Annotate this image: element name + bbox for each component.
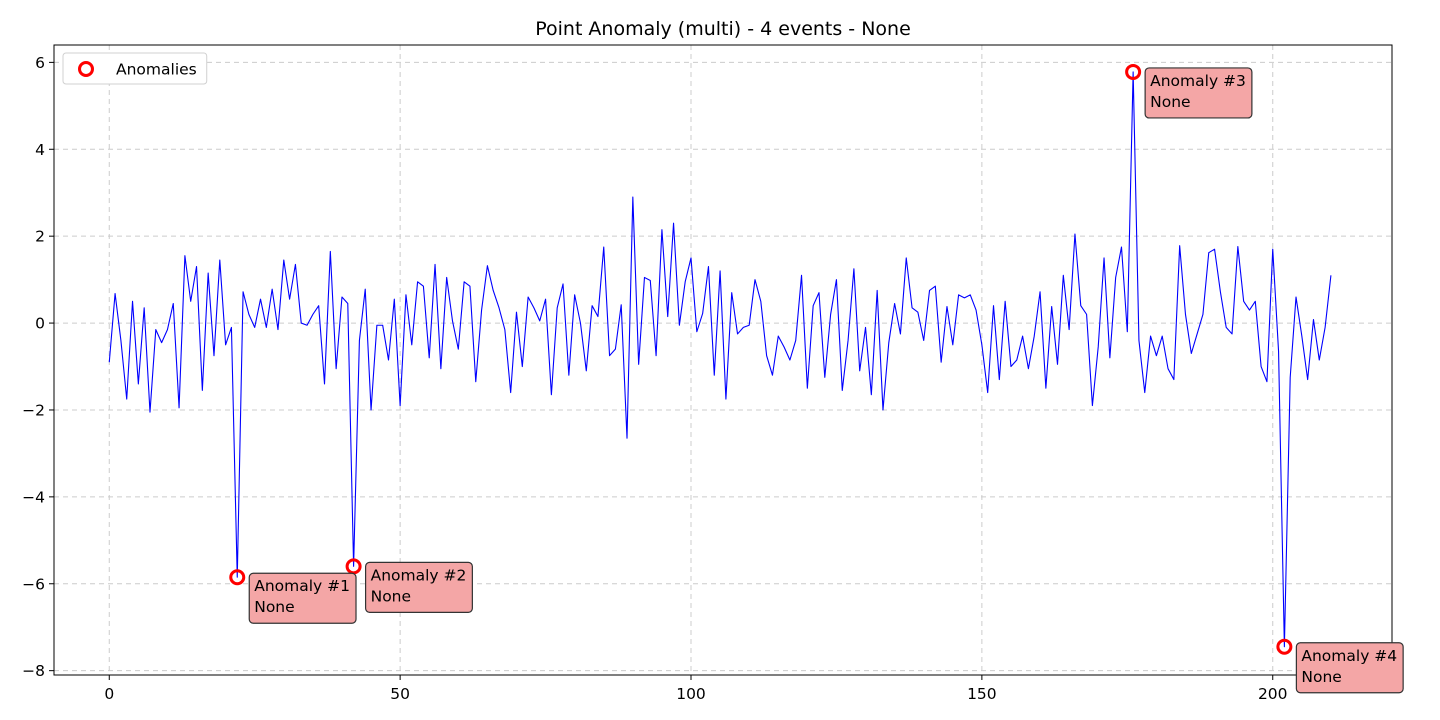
annotation-label: Anomaly #2 [371, 566, 467, 584]
axes: 0 50 100 150 200 −8 −6 −4 −2 0 2 4 6 [22, 44, 1393, 703]
anomaly-marker [1276, 638, 1293, 655]
legend: Anomalies [62, 52, 208, 85]
annotation-box [1295, 642, 1404, 694]
annotation-detail: None [371, 587, 411, 605]
annotation-box [248, 572, 357, 624]
y-tick-label: 0 [35, 315, 45, 333]
plot-frame [53, 44, 1393, 676]
anomaly-marker [1125, 63, 1142, 80]
legend-label: Anomalies [116, 61, 197, 79]
legend-marker [78, 61, 94, 77]
y-tick-label: 6 [35, 54, 45, 72]
anomalies-group [229, 63, 1293, 655]
series-group [108, 71, 1332, 648]
y-tick-label: 2 [35, 228, 45, 246]
anomaly-annotation: Anomaly #4 None [1295, 642, 1404, 694]
x-tick-label: 150 [967, 685, 997, 703]
anomaly-annotation: Anomaly #1 None [248, 572, 357, 624]
chart-title: Point Anomaly (multi) - 4 events - None [535, 18, 911, 40]
annotation-detail: None [1150, 93, 1190, 111]
y-tick-label: −6 [22, 575, 45, 593]
x-tick-label: 100 [676, 685, 706, 703]
anomaly-annotation: Anomaly #2 None [364, 561, 473, 613]
annotation-detail: None [1301, 668, 1341, 686]
anomaly-marker [229, 569, 246, 586]
series-line [108, 71, 1332, 648]
y-tick-label: 4 [35, 141, 45, 159]
x-tick-label: 50 [390, 685, 410, 703]
annotation-box [364, 561, 473, 613]
legend-box [62, 52, 208, 85]
y-tick-label: −8 [22, 662, 45, 680]
annotations-group: Anomaly #1 None Anomaly #2 None Anomaly #3 No… [248, 67, 1404, 694]
annotation-detail: None [254, 598, 294, 616]
annotation-box [1144, 67, 1253, 119]
x-tick-label: 0 [104, 685, 114, 703]
annotation-label: Anomaly #1 [254, 577, 350, 595]
y-tick-label: −4 [22, 488, 45, 506]
x-tick-label: 200 [1258, 685, 1288, 703]
annotation-label: Anomaly #3 [1150, 72, 1246, 90]
annotation-label: Anomaly #4 [1301, 647, 1397, 665]
anomaly-annotation: Anomaly #3 None [1144, 67, 1253, 119]
y-tick-label: −2 [22, 401, 45, 419]
anomaly-marker [345, 558, 362, 575]
